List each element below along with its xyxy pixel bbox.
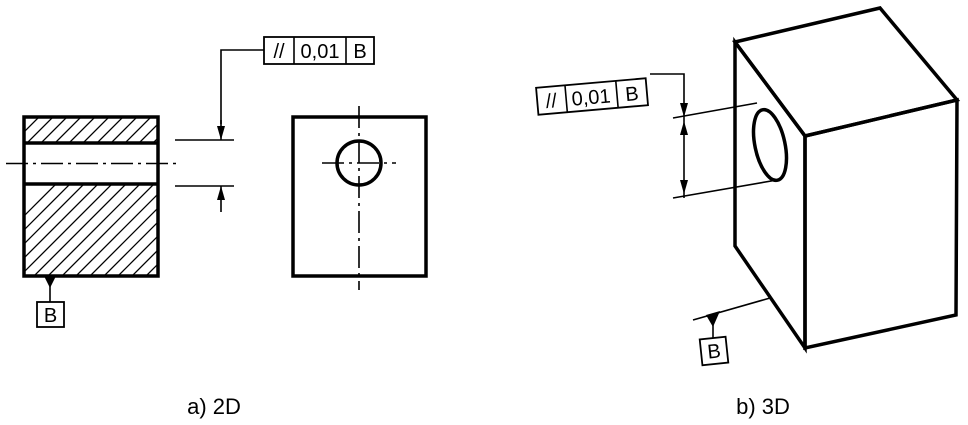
caption-a: a) 2D xyxy=(187,394,241,419)
tolerance-zone-indicator xyxy=(175,49,264,212)
caption-b: b) 3D xyxy=(736,394,790,419)
left-face xyxy=(733,36,807,354)
parallelism-symbol: // xyxy=(273,41,285,63)
hatching-bottom xyxy=(24,184,158,276)
figure-a-2d: // 0,01 B B a) 2D xyxy=(6,36,428,419)
datum-triangle-3d xyxy=(706,311,720,327)
tolerance-value: 0,01 xyxy=(301,41,340,63)
feature-control-frame-b: // 0,01 B xyxy=(535,77,649,116)
tolerance-zone-indicator-3d xyxy=(650,73,778,199)
datum-reference-3d: B xyxy=(624,83,639,106)
bore-ellipse xyxy=(751,107,789,183)
datum-label: B xyxy=(44,305,57,327)
datum-label-3d: B xyxy=(706,340,722,363)
top-face xyxy=(732,6,961,138)
feature-control-frame-a: // 0,01 B xyxy=(263,36,375,65)
front-face xyxy=(803,97,959,351)
datum-triangle xyxy=(44,276,56,288)
datum-reference: B xyxy=(353,41,366,63)
tolerance-value-3d: 0,01 xyxy=(571,85,612,110)
figure-b-3d: // 0,01 B B b) 3D xyxy=(535,6,961,419)
hatching-top xyxy=(24,117,158,143)
front-view xyxy=(291,106,428,290)
isometric-block xyxy=(732,6,961,354)
parallelism-symbol-3d: // xyxy=(545,90,558,113)
datum-feature-b: B xyxy=(692,297,771,367)
section-view xyxy=(6,115,180,278)
datum-feature-a: B xyxy=(36,276,65,328)
section-outline xyxy=(22,115,160,278)
